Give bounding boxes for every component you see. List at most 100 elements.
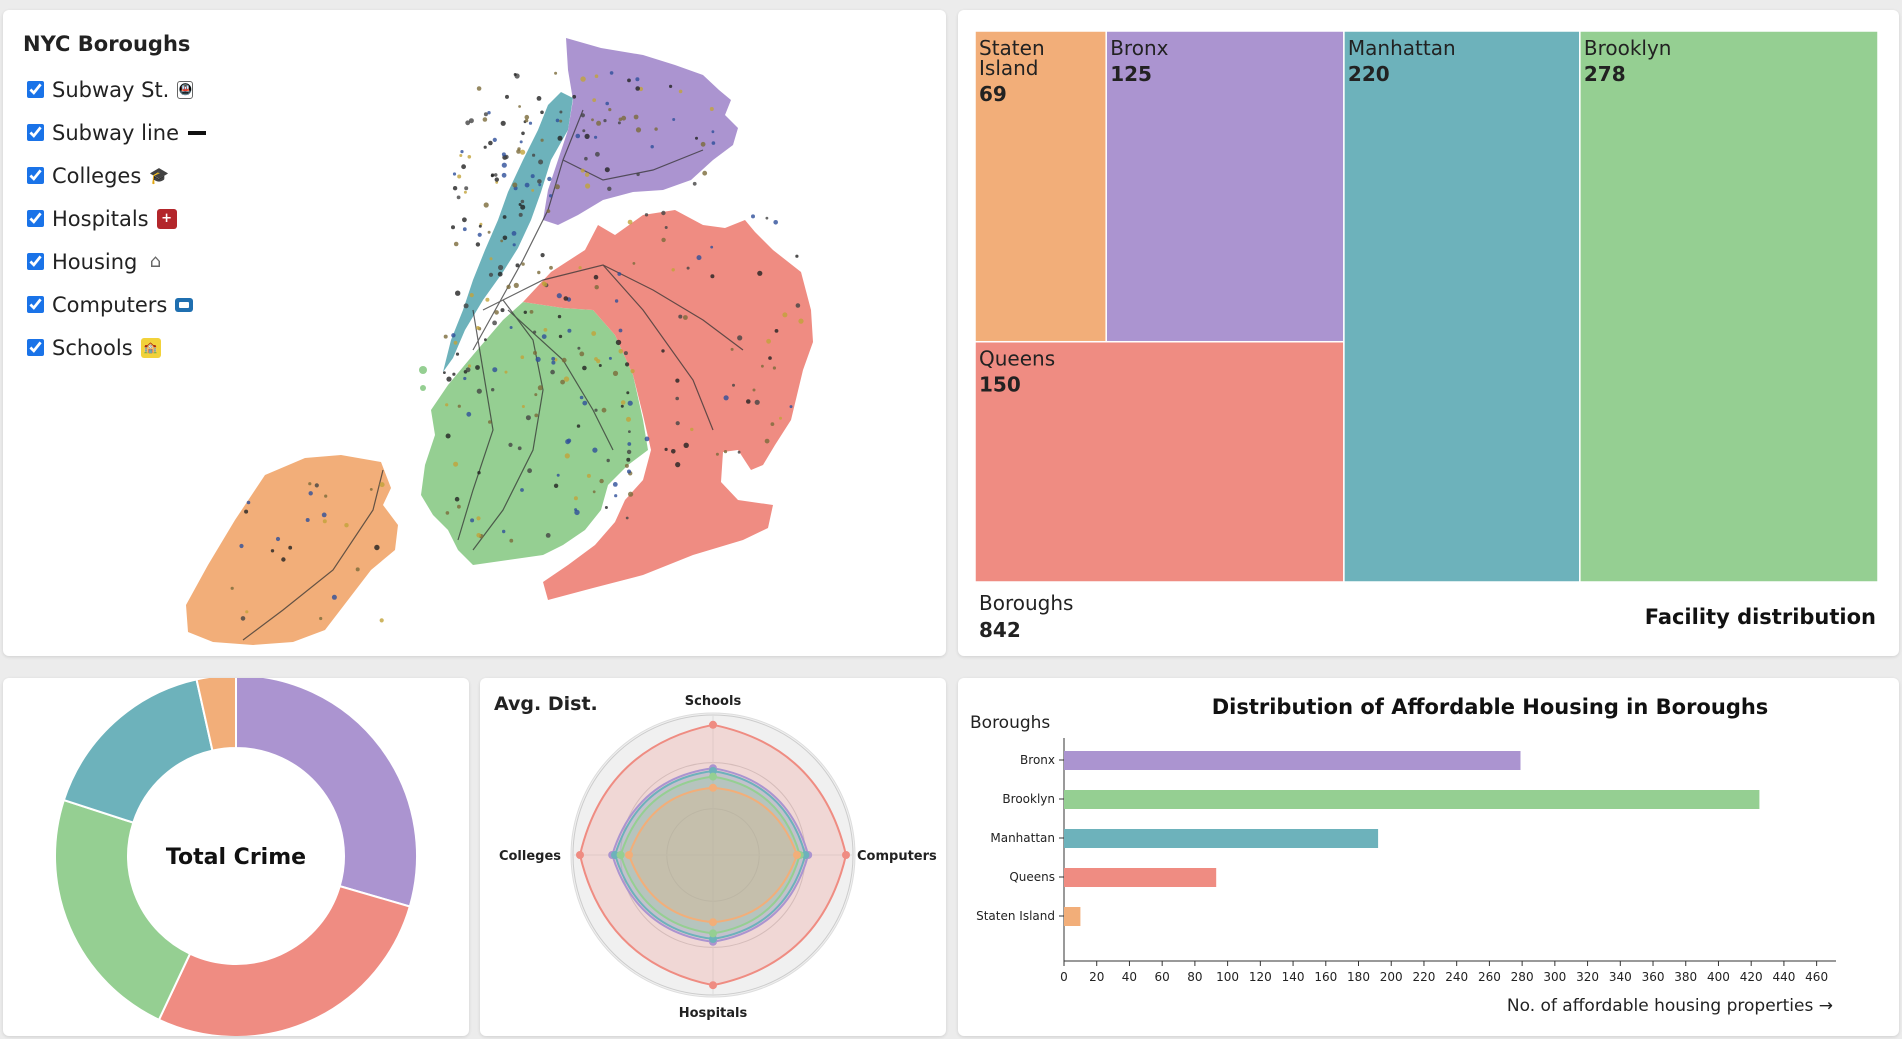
facility-marker <box>554 184 560 190</box>
facility-marker <box>624 463 629 468</box>
facility-marker <box>594 135 598 139</box>
radar-point[interactable] <box>709 772 717 781</box>
subway-line <box>507 309 614 451</box>
treemap-rect[interactable] <box>1343 30 1581 583</box>
facility-marker <box>710 274 715 279</box>
radar-point[interactable] <box>625 851 633 859</box>
borough-map[interactable] <box>3 10 946 656</box>
facility-marker <box>467 364 472 368</box>
x-tick-label: 400 <box>1707 970 1730 984</box>
bar-category-label: Queens <box>1009 870 1055 884</box>
facility-marker <box>462 227 467 232</box>
colleges-checkbox[interactable] <box>27 167 44 184</box>
layer-label: Colleges <box>52 163 142 188</box>
map-staten-island[interactable] <box>186 455 398 645</box>
radar-point[interactable] <box>709 767 717 775</box>
bar-queens[interactable] <box>1064 868 1217 887</box>
bar-bronx[interactable] <box>1064 751 1521 770</box>
donut-slice[interactable] <box>157 884 412 1036</box>
facility-marker <box>331 594 337 600</box>
facility-marker <box>580 168 585 173</box>
radar-point[interactable] <box>616 851 625 859</box>
facility-marker <box>501 162 507 168</box>
treemap-rect[interactable] <box>1105 30 1345 343</box>
facility-marker <box>476 533 482 538</box>
layer-toggle-schools[interactable]: Schools 🏫 <box>23 326 207 369</box>
facility-marker <box>379 482 385 488</box>
treemap-rect[interactable] <box>1579 30 1879 583</box>
radar-point[interactable] <box>576 851 584 859</box>
avg-distance-radar-chart[interactable]: Schools Computers Hospitals Colleges Avg. Di… <box>480 678 946 1036</box>
subway-station-checkbox[interactable] <box>27 81 44 98</box>
layer-toggle-computers[interactable]: Computers <box>23 283 207 326</box>
facility-marker <box>454 496 460 502</box>
facility-marker <box>477 232 482 237</box>
layer-toggle-colleges[interactable]: Colleges 🎓 <box>23 154 207 197</box>
facility-marker <box>592 98 597 102</box>
facility-marker <box>492 320 497 326</box>
facility-treemap[interactable]: StatenIsland69Bronx125Queens150Manhattan… <box>958 10 1899 656</box>
layer-label: Subway line <box>52 120 180 145</box>
schools-checkbox[interactable] <box>27 339 44 356</box>
facility-marker <box>711 141 716 145</box>
facility-marker <box>443 334 448 339</box>
layer-toggle-subway-line[interactable]: Subway line <box>23 111 207 154</box>
treemap-value: 69 <box>979 82 1007 106</box>
radar-point[interactable] <box>709 783 717 792</box>
radar-axis-label: Colleges <box>499 849 561 864</box>
radar-point[interactable] <box>709 981 717 990</box>
radar-point[interactable] <box>709 918 717 927</box>
facility-marker <box>614 299 619 303</box>
facility-marker <box>577 346 581 350</box>
hospitals-checkbox[interactable] <box>27 210 44 227</box>
x-tick-label: 280 <box>1511 970 1534 984</box>
layer-toggle-hospitals[interactable]: Hospitals + <box>23 197 207 240</box>
facility-marker <box>509 326 513 329</box>
housing-checkbox[interactable] <box>27 253 44 270</box>
radar-point[interactable] <box>801 851 810 859</box>
facility-marker <box>578 266 582 270</box>
donut-slice[interactable] <box>235 678 418 908</box>
facility-marker <box>460 150 464 154</box>
facility-marker <box>374 544 380 551</box>
housing-bar-chart[interactable]: Distribution of Affordable Housing in Bo… <box>958 678 1899 1036</box>
radar-point[interactable] <box>793 851 801 859</box>
facility-marker <box>488 140 493 146</box>
radar-point[interactable] <box>709 720 717 729</box>
facility-marker <box>324 494 328 498</box>
facility-marker <box>465 120 471 126</box>
x-tick-label: 100 <box>1216 970 1239 984</box>
radar-point[interactable] <box>842 851 850 859</box>
radar-point[interactable] <box>709 929 717 938</box>
map-queens[interactable] <box>523 210 813 600</box>
facility-marker <box>451 225 455 230</box>
subway-line-checkbox[interactable] <box>27 124 44 141</box>
bar-brooklyn[interactable] <box>1064 790 1760 809</box>
facility-marker <box>511 231 517 236</box>
facility-marker <box>461 164 466 170</box>
crime-donut-chart[interactable]: Total Crime <box>3 678 469 1036</box>
donut-slice[interactable] <box>54 798 192 1022</box>
bar-manhattan[interactable] <box>1064 829 1379 848</box>
radar-point[interactable] <box>611 851 619 859</box>
facility-marker <box>672 118 676 121</box>
radar-point[interactable] <box>709 935 717 943</box>
layer-toggle-housing[interactable]: Housing ⌂ <box>23 240 207 283</box>
facility-marker <box>580 76 586 82</box>
bar-staten-island[interactable] <box>1064 907 1081 926</box>
facility-marker <box>515 263 520 268</box>
facility-marker <box>599 478 604 484</box>
x-tick-label: 200 <box>1380 970 1403 984</box>
computers-checkbox[interactable] <box>27 296 44 313</box>
facility-marker <box>730 347 734 351</box>
layer-toggle-subway-station[interactable]: Subway St. 🚇 <box>23 68 207 111</box>
crime-donut-panel: Total Crime <box>3 678 469 1036</box>
donut-slice[interactable] <box>195 678 237 752</box>
treemap-rect[interactable] <box>974 340 1345 583</box>
donut-slice[interactable] <box>62 678 214 824</box>
